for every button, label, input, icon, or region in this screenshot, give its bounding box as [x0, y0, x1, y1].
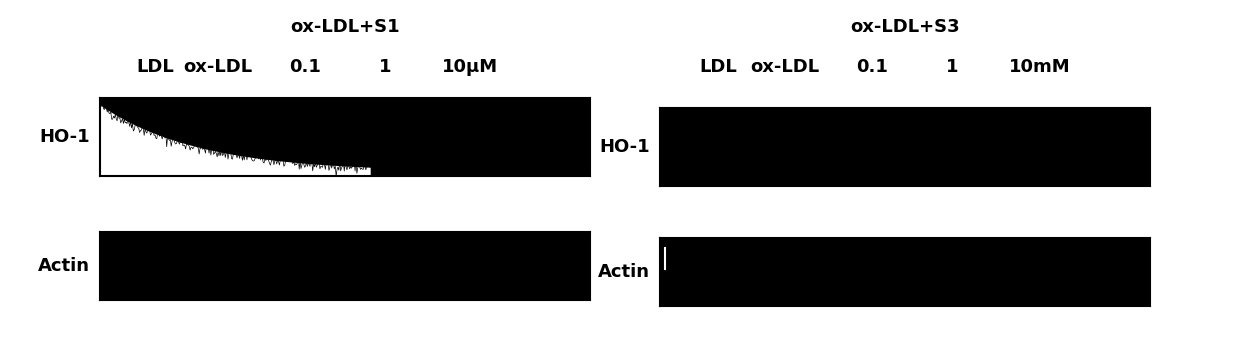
Text: 0.1: 0.1 — [289, 58, 321, 76]
Text: 1: 1 — [946, 58, 959, 76]
Text: HO-1: HO-1 — [40, 128, 91, 146]
Text: LDL: LDL — [136, 58, 174, 76]
Text: ox-LDL: ox-LDL — [184, 58, 253, 76]
Text: 1: 1 — [378, 58, 392, 76]
Text: ox-LDL+S1: ox-LDL+S1 — [290, 18, 399, 36]
Text: ox-LDL+S3: ox-LDL+S3 — [851, 18, 960, 36]
Text: 10mM: 10mM — [1009, 58, 1071, 76]
Text: Actin: Actin — [38, 257, 91, 275]
Text: ox-LDL: ox-LDL — [750, 58, 820, 76]
Text: 10μM: 10μM — [441, 58, 498, 76]
Text: Actin: Actin — [598, 263, 650, 281]
Text: 0.1: 0.1 — [856, 58, 888, 76]
Text: HO-1: HO-1 — [599, 138, 650, 156]
Text: LDL: LDL — [699, 58, 737, 76]
